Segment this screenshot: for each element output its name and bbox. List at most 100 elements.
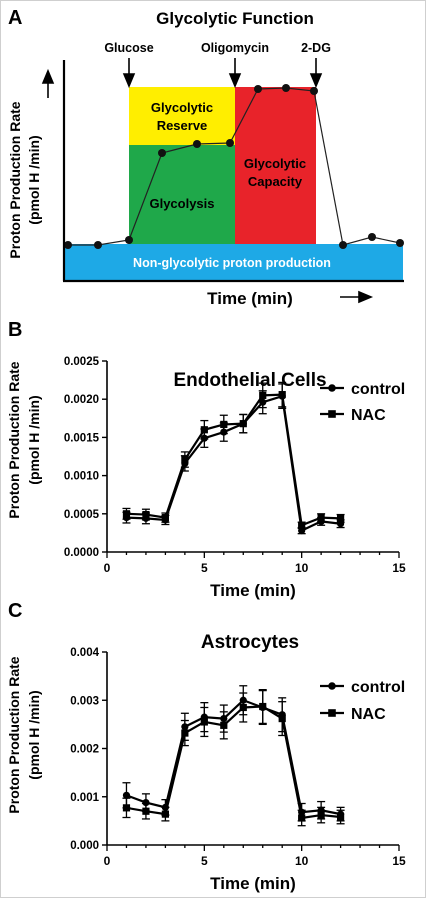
x-tick-label: 0 xyxy=(104,854,111,868)
series-line-nac xyxy=(126,705,341,820)
y-tick-label: 0.0005 xyxy=(64,509,100,521)
data-point-nac xyxy=(239,703,247,712)
x-tick-label: 10 xyxy=(295,561,309,575)
legend-marker-square xyxy=(328,410,336,418)
y-tick-label: 0.001 xyxy=(70,792,99,804)
legend-marker-circle xyxy=(328,384,336,392)
y-tick-label: 0.0015 xyxy=(64,432,100,444)
legend-marker-square xyxy=(328,709,336,717)
schematic-point xyxy=(339,241,347,249)
y-tick-label: 0.0010 xyxy=(64,471,99,483)
region-glycolysis xyxy=(129,145,235,244)
y-tick-label: 0.002 xyxy=(70,744,99,756)
y-tick-label: 0.0020 xyxy=(64,394,99,406)
data-point-control xyxy=(142,798,150,807)
data-point-nac xyxy=(142,510,150,519)
legend-marker-circle xyxy=(328,682,336,690)
data-point-nac xyxy=(122,804,131,812)
data-point-nac xyxy=(122,510,131,518)
region-capacity-label-line2: Capacity xyxy=(248,174,303,189)
x-tick-label: 10 xyxy=(295,854,309,868)
injection-glucose-label: Glucose xyxy=(104,41,153,55)
y-axis-label-line1: Proton Production Rate xyxy=(6,656,22,813)
schematic-point xyxy=(94,241,102,249)
x-axis-label: Time (min) xyxy=(210,581,296,600)
data-point-nac xyxy=(239,420,247,428)
data-point-nac xyxy=(200,718,208,726)
injection-2dg-label: 2-DG xyxy=(301,41,331,55)
panel-a-y-label-line1: Proton Production Rate xyxy=(7,101,23,258)
schematic-point xyxy=(226,139,234,147)
panel-a-x-label: Time (min) xyxy=(207,289,293,308)
data-point-nac xyxy=(278,391,286,399)
injection-oligomycin-arrowhead xyxy=(228,73,242,89)
schematic-point xyxy=(368,233,376,241)
data-point-nac xyxy=(220,721,228,729)
y-tick-label: 0.0025 xyxy=(64,356,100,368)
schematic-points xyxy=(64,84,404,249)
data-point-nac xyxy=(220,420,228,429)
region-glycolysis-label: Glycolysis xyxy=(149,196,214,211)
series-line-nac xyxy=(126,393,341,527)
data-point-nac xyxy=(161,810,169,818)
data-point-control xyxy=(122,791,131,799)
y-axis-label-line1: Proton Production Rate xyxy=(6,361,22,518)
x-axis-label: Time (min) xyxy=(210,874,296,893)
schematic-point xyxy=(193,140,201,148)
y-tick-label: 0.000 xyxy=(70,840,99,852)
data-point-nac xyxy=(200,426,208,434)
x-tick-label: 0 xyxy=(104,561,111,575)
x-tick-label: 15 xyxy=(392,854,406,868)
panel-a: A Glycolytic Function Non-glycolytic pro… xyxy=(7,7,404,308)
panel-a-right-arrow xyxy=(340,290,374,304)
region-reserve-label-line1: Glycolytic xyxy=(151,100,213,115)
legend-label-control: control xyxy=(351,679,405,696)
data-point-nac xyxy=(142,807,150,815)
y-tick-label: 0.004 xyxy=(70,647,99,659)
x-tick-label: 15 xyxy=(392,561,406,575)
data-point-nac xyxy=(337,813,345,821)
region-capacity-label-line1: Glycolytic xyxy=(244,156,306,171)
panel-c-astrocytes-chart: C Astrocytes 0.000 0.001 0.002 0.003 0.004 0 5 10… xyxy=(6,600,406,893)
y-axis-label-line2: (pmol H /min) xyxy=(26,690,42,779)
x-tick-label: 5 xyxy=(201,561,208,575)
data-point-nac xyxy=(337,514,345,522)
data-point-nac xyxy=(181,729,189,737)
panel-letter: C xyxy=(8,600,22,622)
injection-arrows xyxy=(122,58,323,89)
data-point-nac xyxy=(259,702,267,711)
y-tick-label: 0.003 xyxy=(70,695,99,707)
schematic-point xyxy=(282,84,290,92)
chart-title: Endothelial Cells xyxy=(173,370,326,391)
schematic-point xyxy=(125,236,133,244)
schematic-point xyxy=(396,239,404,247)
panel-a-y-label-line2: (pmol H /min) xyxy=(26,135,42,224)
injection-glucose-arrowhead xyxy=(122,73,136,89)
schematic-point xyxy=(254,85,262,93)
region-glycolytic-reserve xyxy=(129,87,235,145)
data-point-nac xyxy=(278,714,286,723)
legend-label-control: control xyxy=(351,381,405,398)
y-axis-label-line2: (pmol H /min) xyxy=(26,395,42,484)
data-point-nac xyxy=(181,455,189,464)
series-line-control xyxy=(126,394,341,533)
region-reserve-label-line2: Reserve xyxy=(157,118,208,133)
schematic-point xyxy=(64,241,72,249)
data-point-nac xyxy=(298,521,306,529)
region-glycolytic-capacity xyxy=(235,87,316,244)
panel-letter: B xyxy=(8,319,22,341)
data-point-nac xyxy=(298,814,306,822)
panel-a-letter: A xyxy=(8,7,22,29)
data-point-nac xyxy=(161,514,169,522)
panel-a-up-arrow xyxy=(41,68,55,98)
panel-b-endothelial-chart: B Endothelial Cells 0.0000 0.0005 0.0010 0.00… xyxy=(6,319,406,600)
injection-2dg-arrowhead xyxy=(309,73,323,89)
legend-label-nac: NAC xyxy=(351,407,386,424)
legend-label-nac: NAC xyxy=(351,706,386,723)
x-tick-label: 5 xyxy=(201,854,208,868)
schematic-point xyxy=(310,87,318,95)
schematic-trace xyxy=(68,87,401,246)
panel-a-title: Glycolytic Function xyxy=(156,9,314,28)
injection-oligomycin-label: Oligomycin xyxy=(201,41,269,55)
